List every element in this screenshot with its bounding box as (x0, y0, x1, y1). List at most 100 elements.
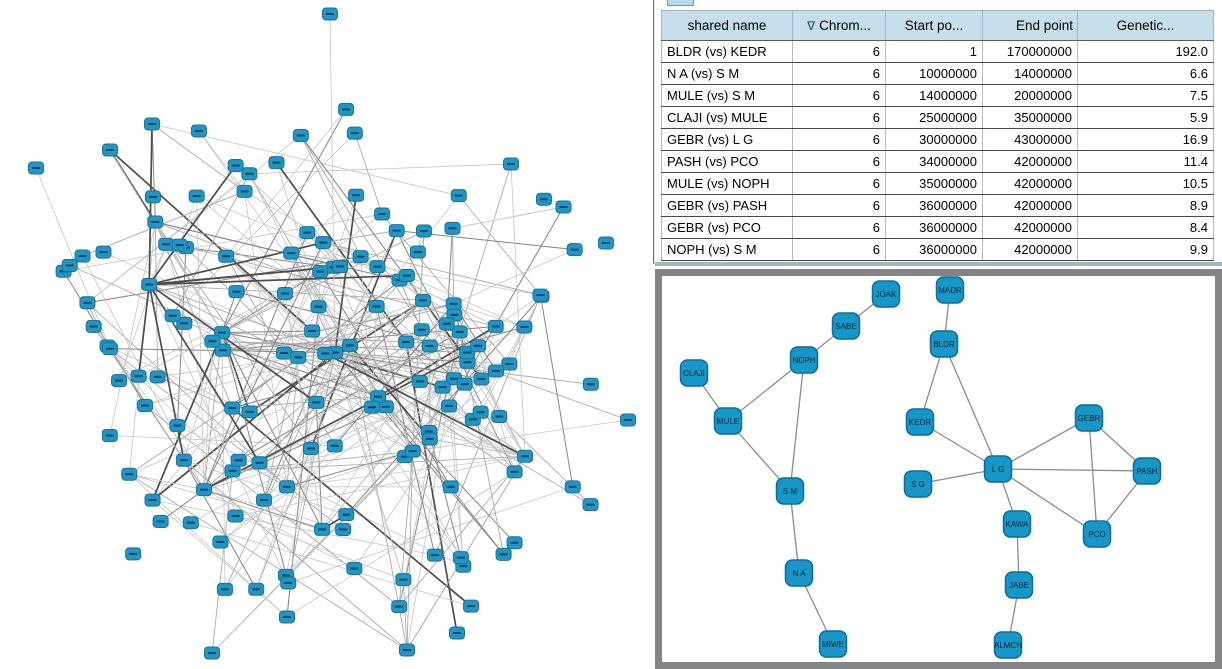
network-node[interactable] (399, 643, 415, 657)
network-node[interactable] (332, 259, 349, 273)
table-cell[interactable]: 43000000 (982, 128, 1078, 151)
table-cell[interactable]: 16.9 (1077, 128, 1214, 151)
edge-LG-GEBR[interactable] (997, 417, 1090, 470)
network-node[interactable] (310, 300, 327, 314)
network-node[interactable] (442, 480, 459, 494)
network-node[interactable] (214, 343, 231, 357)
network-node[interactable] (278, 480, 295, 494)
network-node[interactable] (79, 296, 96, 310)
table-row[interactable]: GEBR (vs) PCO 6 36000000 42000000 8.4 (661, 216, 1214, 239)
table-cell[interactable]: 34000000 (885, 150, 983, 173)
network-node[interactable] (503, 157, 519, 171)
column-header-end-point[interactable]: End point (982, 10, 1078, 41)
network-node[interactable] (218, 249, 235, 263)
node-NOPH[interactable]: NOPH (789, 346, 819, 374)
table-cell[interactable]: 10000000 (885, 62, 983, 85)
network-node[interactable] (227, 159, 244, 173)
table-cell[interactable]: 6 (792, 40, 886, 63)
network-node[interactable] (227, 509, 244, 523)
table-cell[interactable]: 6 (792, 172, 886, 195)
edge-LG-PCO[interactable] (997, 468, 1098, 535)
table-cell[interactable]: 6 (792, 238, 886, 261)
table-cell[interactable]: 6 (792, 84, 886, 107)
node-JOAK[interactable]: JOAK (871, 280, 901, 308)
network-node[interactable] (312, 265, 329, 279)
table-cell[interactable]: 6 (792, 62, 886, 85)
network-node[interactable] (472, 405, 489, 419)
network-node[interactable] (434, 380, 451, 394)
table-cell[interactable]: 42000000 (982, 150, 1078, 173)
network-node[interactable] (144, 117, 160, 131)
network-node[interactable] (176, 316, 193, 330)
network-node[interactable] (141, 278, 158, 292)
network-node[interactable] (147, 215, 164, 229)
network-node[interactable] (175, 453, 192, 467)
node-BLDR[interactable]: BLDR (929, 330, 959, 358)
network-node[interactable] (338, 102, 355, 116)
network-node[interactable] (506, 465, 523, 479)
network-node[interactable] (304, 324, 321, 338)
network-node[interactable] (111, 374, 128, 388)
table-row[interactable]: MULE (vs) NOPH 6 35000000 42000000 10.5 (661, 172, 1214, 195)
network-node[interactable] (348, 188, 365, 202)
network-node[interactable] (463, 599, 480, 613)
network-node[interactable] (283, 246, 300, 260)
table-cell[interactable]: 8.4 (1077, 216, 1214, 239)
network-node[interactable] (395, 573, 412, 587)
network-node[interactable] (212, 535, 229, 549)
network-node[interactable] (248, 582, 265, 596)
table-cell[interactable]: 42000000 (982, 238, 1078, 261)
table-cell[interactable]: 14000000 (982, 62, 1078, 85)
table-cell[interactable]: CLAJI (vs) MULE (661, 106, 793, 129)
network-node[interactable] (61, 259, 78, 273)
node-PCO[interactable]: PCO (1082, 520, 1112, 548)
network-node[interactable] (268, 156, 285, 170)
panel-splitter[interactable] (653, 0, 655, 264)
table-row[interactable]: PASH (vs) PCO 6 34000000 42000000 11.4 (661, 150, 1214, 173)
column-header-start-position[interactable]: Start po... (885, 10, 983, 41)
table-cell[interactable]: 14000000 (885, 84, 983, 107)
network-node[interactable] (535, 192, 552, 206)
network-node[interactable] (322, 7, 338, 21)
node-KAWA[interactable]: KAWA (1002, 510, 1032, 538)
network-node[interactable] (413, 323, 430, 337)
network-node[interactable] (241, 167, 258, 181)
table-cell[interactable]: 35000000 (982, 106, 1078, 129)
network-node[interactable] (338, 508, 355, 522)
subnetwork-view[interactable]: JOAK MADR SABE BLDR NOPH CLAJI MULE KEDR GEBR L G… (662, 276, 1215, 662)
network-node[interactable] (346, 561, 363, 575)
network-node[interactable] (517, 449, 534, 463)
network-node[interactable] (95, 245, 112, 259)
network-node[interactable] (216, 582, 233, 596)
node-MIWE[interactable]: MIWE (818, 630, 848, 658)
table-cell[interactable]: 42000000 (982, 172, 1078, 195)
network-node[interactable] (224, 401, 241, 415)
network-node[interactable] (102, 342, 119, 356)
network-node[interactable] (415, 293, 432, 307)
node-MULE[interactable]: MULE (713, 407, 743, 435)
table-cell[interactable]: 6 (792, 128, 886, 151)
network-node[interactable] (491, 409, 508, 423)
network-node[interactable] (449, 626, 465, 640)
table-cell[interactable]: NOPH (vs) S M (661, 238, 793, 261)
network-node[interactable] (102, 143, 118, 157)
network-node[interactable] (317, 347, 334, 361)
network-node[interactable] (426, 548, 443, 562)
network-node[interactable] (224, 464, 241, 478)
table-cell[interactable]: 35000000 (885, 172, 983, 195)
table-cell[interactable]: 6 (792, 150, 886, 173)
network-node[interactable] (620, 413, 636, 427)
table-cell[interactable]: GEBR (vs) L G (661, 128, 793, 151)
network-node[interactable] (409, 245, 426, 259)
network-node[interactable] (346, 126, 363, 140)
table-cell[interactable]: 192.0 (1077, 40, 1214, 63)
table-cell[interactable]: 11.4 (1077, 150, 1214, 173)
network-node[interactable] (470, 339, 487, 353)
node-CLAJI[interactable]: CLAJI (679, 359, 709, 387)
network-node[interactable] (398, 335, 415, 349)
network-node[interactable] (121, 467, 138, 481)
network-node[interactable] (415, 224, 432, 238)
main-network-view[interactable] (0, 0, 653, 669)
network-node[interactable] (564, 480, 581, 494)
node-KEDR[interactable]: KEDR (905, 408, 935, 436)
